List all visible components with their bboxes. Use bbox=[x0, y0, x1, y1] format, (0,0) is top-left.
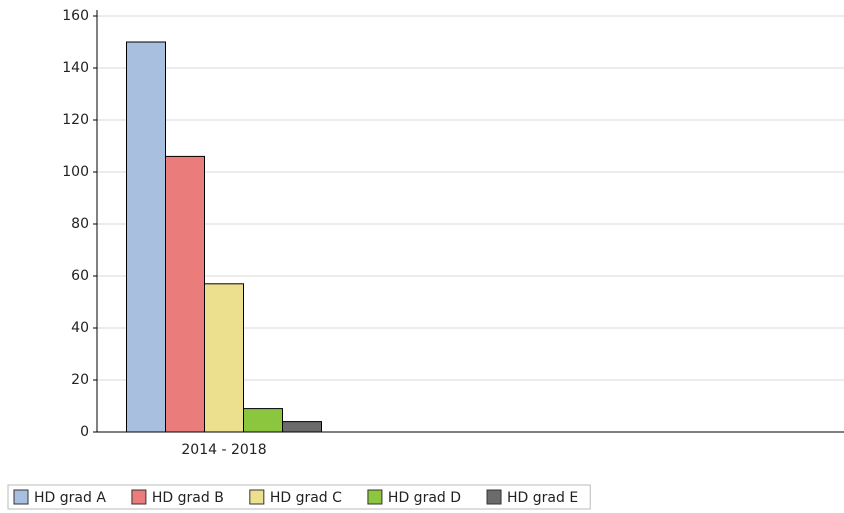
y-tick-label: 160 bbox=[62, 8, 89, 24]
y-tick-label: 140 bbox=[62, 60, 89, 76]
bar bbox=[126, 41, 166, 433]
legend-swatch bbox=[131, 489, 147, 505]
x-tick-label: 2014 - 2018 bbox=[181, 442, 266, 458]
legend-label: HD grad A bbox=[34, 490, 106, 506]
legend-label: HD grad C bbox=[270, 490, 342, 506]
y-tick-label: 60 bbox=[71, 268, 89, 284]
bar bbox=[204, 283, 244, 433]
legend-swatch bbox=[13, 489, 29, 505]
y-tick-label: 100 bbox=[62, 164, 89, 180]
y-tick-label: 80 bbox=[71, 216, 89, 232]
legend-swatch bbox=[486, 489, 502, 505]
y-tick-label: 20 bbox=[71, 372, 89, 388]
bar bbox=[243, 408, 283, 433]
y-tick-label: 120 bbox=[62, 112, 89, 128]
legend-label: HD grad D bbox=[388, 490, 461, 506]
bar bbox=[165, 155, 205, 433]
legend-box bbox=[7, 484, 591, 510]
y-tick-label: 0 bbox=[80, 424, 89, 440]
legend-swatch bbox=[367, 489, 383, 505]
y-tick-label: 40 bbox=[71, 320, 89, 336]
legend-swatch bbox=[249, 489, 265, 505]
legend-label: HD grad E bbox=[507, 490, 578, 506]
legend-label: HD grad B bbox=[152, 490, 224, 506]
bar bbox=[282, 421, 322, 433]
